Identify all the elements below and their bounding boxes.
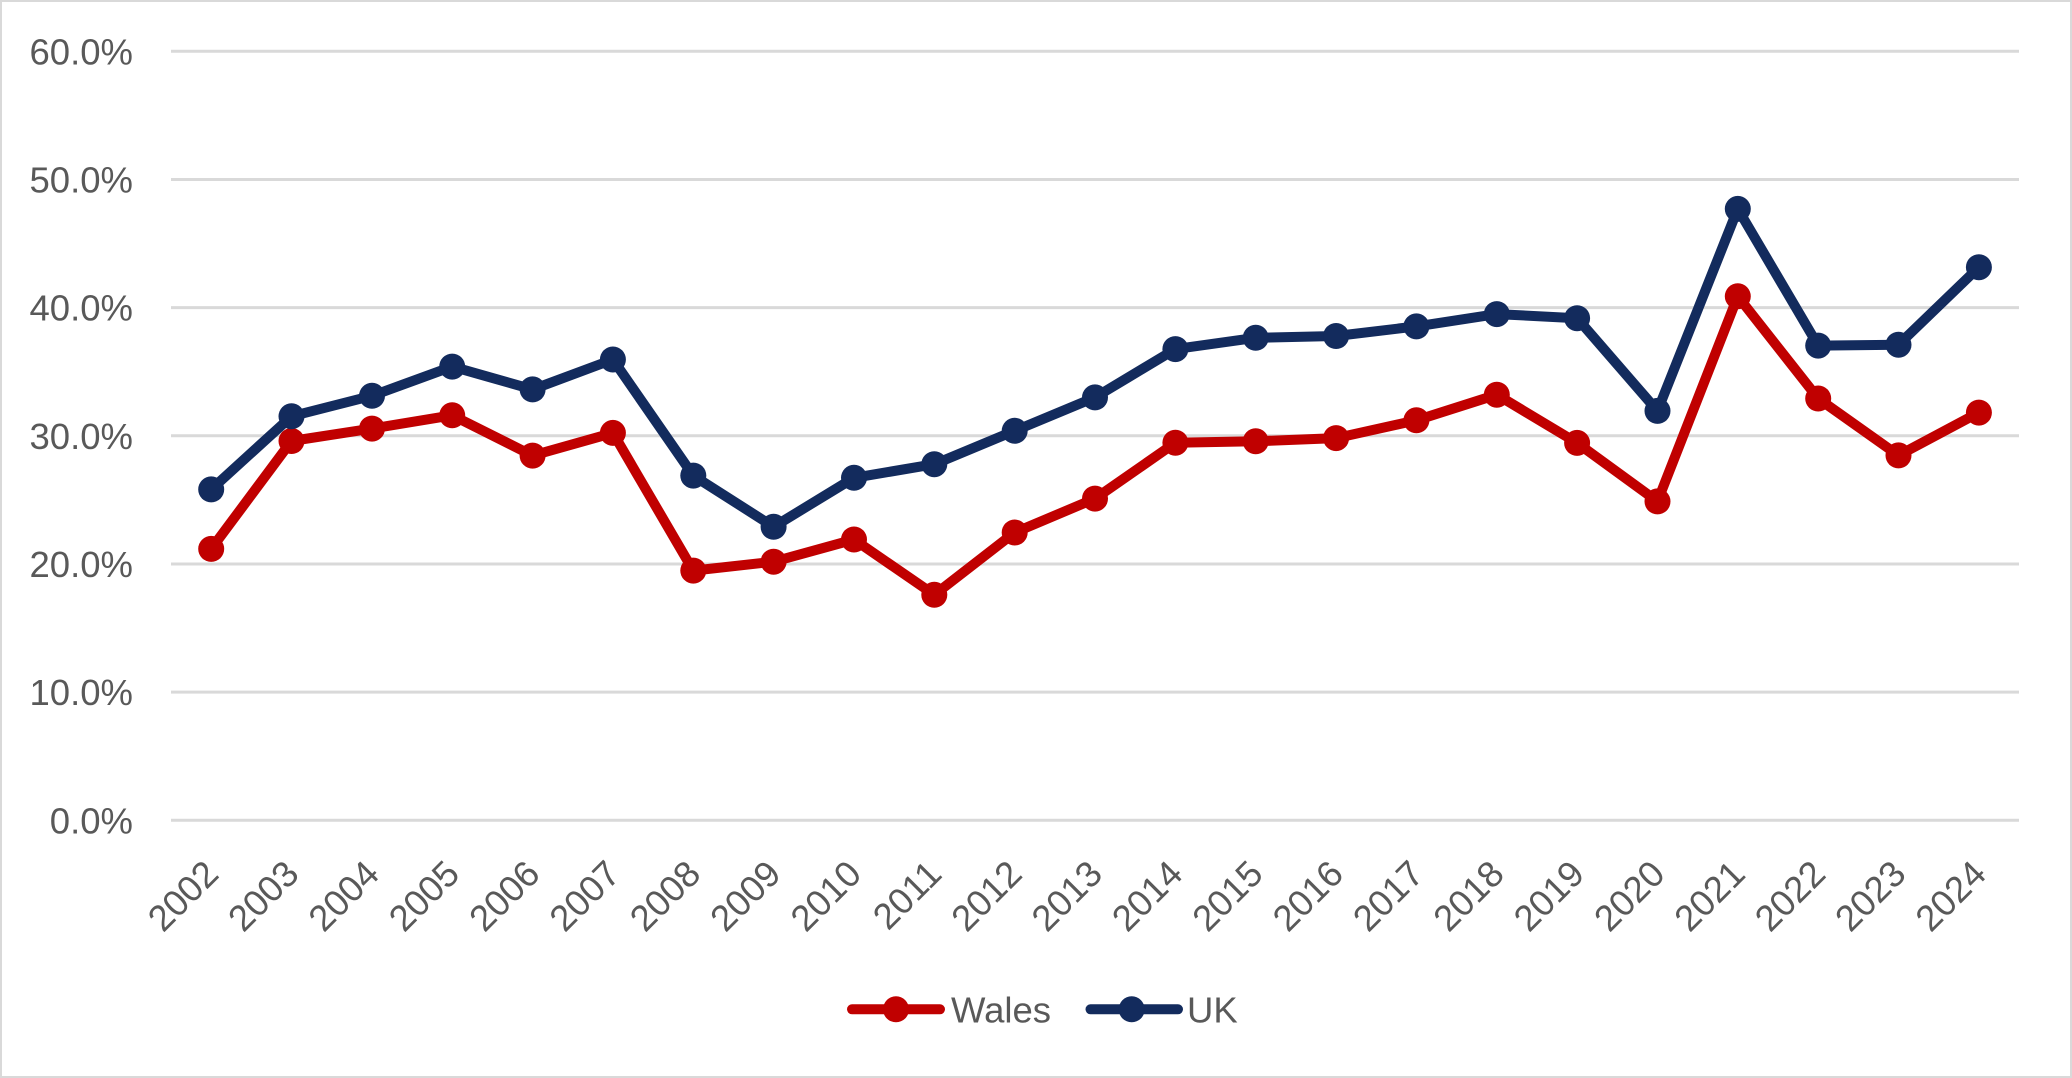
svg-text:Wales: Wales <box>951 990 1051 1031</box>
svg-text:60.0%: 60.0% <box>30 31 134 72</box>
svg-text:10.0%: 10.0% <box>30 672 134 713</box>
svg-text:30.0%: 30.0% <box>30 416 134 457</box>
svg-text:50.0%: 50.0% <box>30 160 134 201</box>
svg-text:20.0%: 20.0% <box>30 544 134 585</box>
svg-text:40.0%: 40.0% <box>30 288 134 329</box>
svg-text:0.0%: 0.0% <box>50 800 133 841</box>
svg-text:UK: UK <box>1187 990 1238 1031</box>
